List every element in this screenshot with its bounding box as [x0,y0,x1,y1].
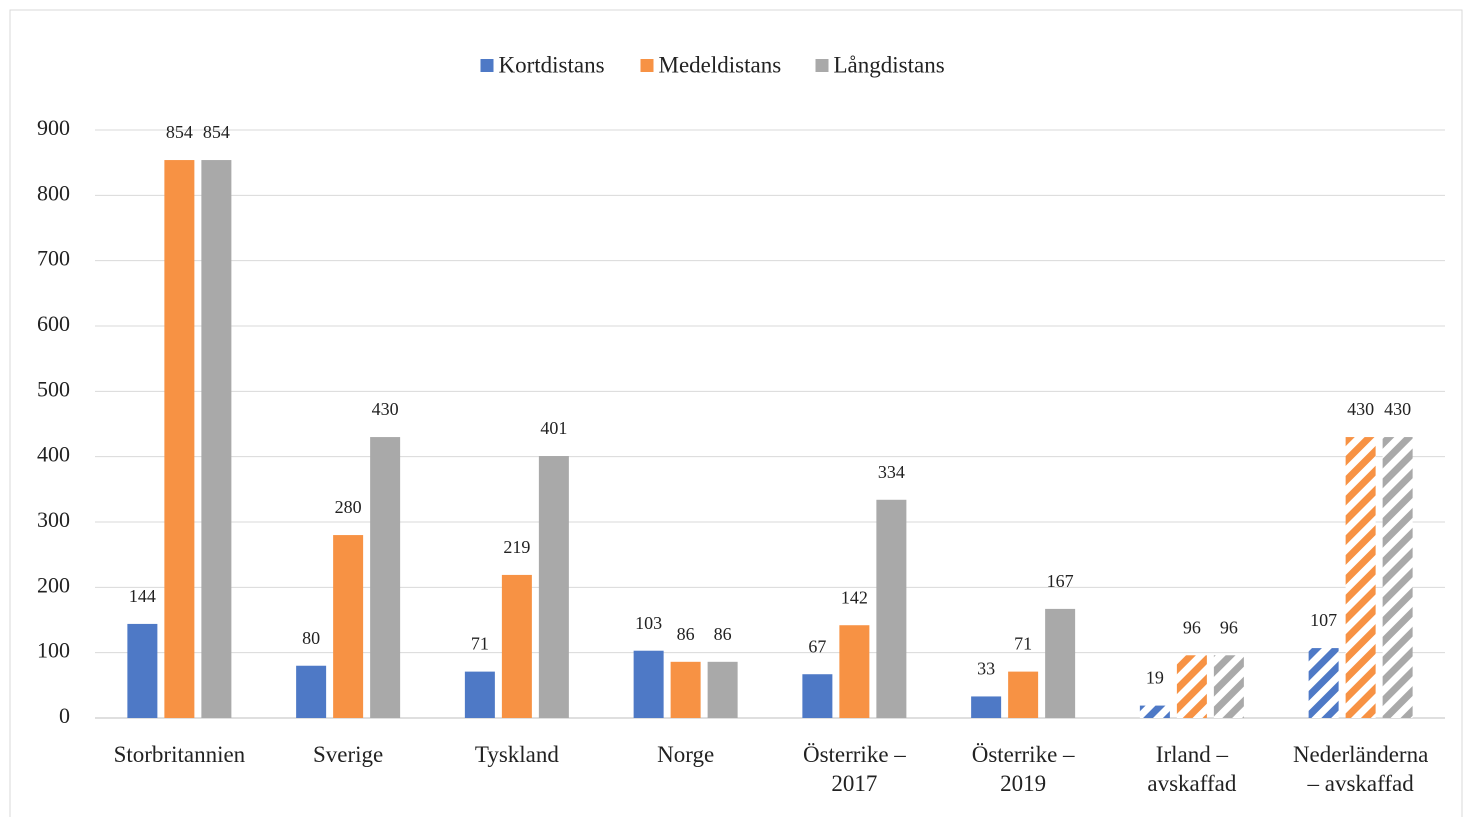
y-tick-label: 600 [37,311,70,336]
bar [971,696,1002,718]
data-label: 401 [540,418,567,438]
legend-swatch [640,59,654,72]
bar [127,623,158,718]
x-tick-label: Tyskland [474,742,559,767]
data-label: 430 [1384,399,1411,419]
bar [501,574,532,718]
data-label: 107 [1310,610,1337,630]
data-label: 854 [203,122,230,142]
data-label: 280 [335,497,362,517]
bar [1308,648,1339,718]
y-tick-label: 800 [37,180,70,205]
data-label: 96 [1220,617,1238,637]
bar [333,535,364,718]
bar [876,499,907,718]
data-label: 80 [302,628,320,648]
x-tick-label: Österrike – 2019 [971,742,1075,796]
data-label: 430 [1347,399,1374,419]
y-tick-label: 900 [37,115,70,140]
bar [1382,437,1413,718]
bar [802,674,833,718]
data-label: 142 [841,587,868,607]
bar [1213,655,1244,718]
y-tick-label: 200 [37,572,70,597]
bar [1008,671,1039,718]
y-tick-label: 0 [59,703,70,728]
bar [464,671,495,718]
bar [670,661,701,718]
data-label: 219 [503,537,530,557]
data-label: 86 [677,624,695,644]
y-tick-label: 400 [37,442,70,467]
data-label: 334 [878,462,905,482]
x-tick-label: Sverige [312,742,384,767]
y-tick-label: 700 [37,246,70,271]
legend-swatch [815,59,829,72]
x-tick-label: Österrike – 2017 [802,742,906,796]
data-label: 96 [1183,617,1201,637]
data-label: 430 [372,399,399,419]
legend-label: Kortdistans [499,52,605,77]
bar [1045,608,1076,718]
bar [164,160,195,718]
data-label: 71 [1014,634,1032,654]
y-tick-label: 300 [37,507,70,532]
bar [370,437,401,718]
y-tick-label: 500 [37,376,70,401]
x-tick-label: Norge [657,742,715,767]
data-label: 103 [635,613,662,633]
data-label: 19 [1146,668,1164,688]
data-label: 67 [808,636,826,656]
x-tick-label: Nederländerna – avskaffad [1292,742,1429,796]
data-label: 854 [166,122,193,142]
bar [1176,655,1207,718]
bar [707,661,738,718]
data-label: 144 [129,586,156,606]
data-label: 33 [977,659,995,679]
y-tick-label: 100 [37,638,70,663]
bar [296,665,327,718]
data-label: 167 [1047,571,1074,591]
data-label: 86 [714,624,732,644]
legend-swatch [480,59,494,72]
bar [633,650,664,718]
data-label: 71 [471,634,489,654]
bar [201,160,232,718]
bar [1139,705,1170,718]
x-tick-label: Storbritannien [113,742,246,767]
bar [839,625,870,718]
legend-label: Långdistans [834,52,945,77]
bar [1345,437,1376,718]
legend-label: Medeldistans [659,52,782,77]
x-tick-label: Irland – avskaffad [1147,742,1237,796]
bar [538,456,569,718]
chart-frame [9,9,1463,817]
